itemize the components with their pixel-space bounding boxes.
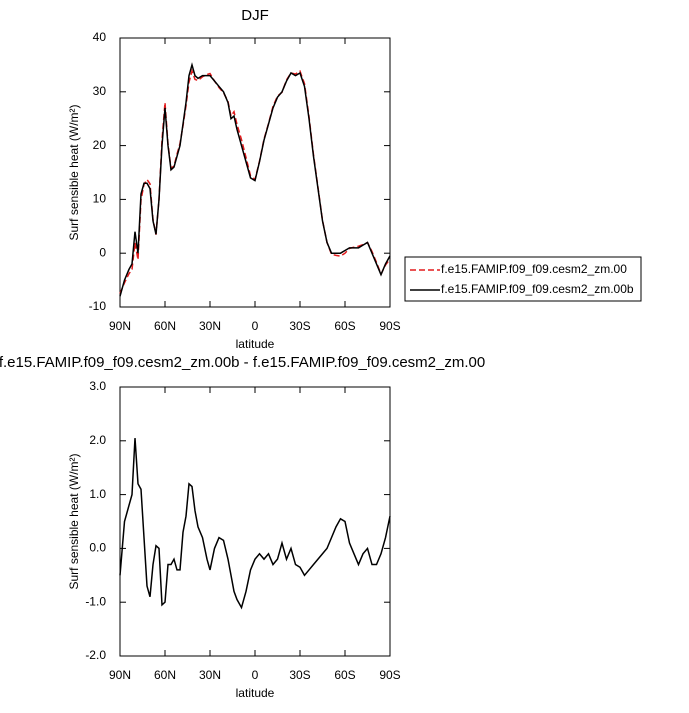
x-tick-label: 0 <box>252 668 259 682</box>
x-axis-label: latitude <box>236 686 275 700</box>
y-tick-label: -2.0 <box>85 648 106 662</box>
y-axis-label: Surf sensible heat (W/m²) <box>67 453 81 589</box>
y-tick-label: 3.0 <box>89 379 106 393</box>
plot-frame <box>119 386 391 657</box>
legend-box <box>404 256 642 302</box>
y-tick-label: 1.0 <box>89 487 106 501</box>
x-tick-label: 90N <box>109 668 131 682</box>
x-tick-label: 30N <box>199 668 221 682</box>
x-axis-label: latitude <box>236 337 275 351</box>
y-tick-label: -1.0 <box>85 594 106 608</box>
y-tick-label: 10 <box>93 192 107 206</box>
x-tick-label: 60N <box>154 668 176 682</box>
x-tick-label: 0 <box>252 319 259 333</box>
x-tick-label: 60S <box>334 319 355 333</box>
x-tick-label: 60N <box>154 319 176 333</box>
x-tick-label: 30N <box>199 319 221 333</box>
y-tick-label: 40 <box>93 30 107 44</box>
x-tick-label: 60S <box>334 668 355 682</box>
y-tick-label: -10 <box>89 299 107 313</box>
x-tick-label: 90N <box>109 319 131 333</box>
chart-title: f.e15.FAMIP.f09_f09.cesm2_zm.00b - f.e15… <box>0 354 485 371</box>
y-axis-label: Surf sensible heat (W/m²) <box>67 104 81 240</box>
x-tick-label: 30S <box>289 668 310 682</box>
data-line <box>119 438 391 610</box>
y-tick-label: 0 <box>99 245 106 259</box>
data-line <box>119 62 391 297</box>
y-tick-label: 2.0 <box>89 433 106 447</box>
y-tick-label: 0.0 <box>89 541 106 555</box>
x-tick-label: 30S <box>289 319 310 333</box>
x-tick-label: 90S <box>379 319 400 333</box>
chart-title: DJF <box>241 7 269 24</box>
legend-label: f.e15.FAMIP.f09_f09.cesm2_zm.00 <box>441 262 627 276</box>
legend-label: f.e15.FAMIP.f09_f09.cesm2_zm.00b <box>441 282 634 296</box>
x-tick-label: 90S <box>379 668 400 682</box>
y-tick-label: 30 <box>93 84 107 98</box>
y-tick-label: 20 <box>93 138 107 152</box>
